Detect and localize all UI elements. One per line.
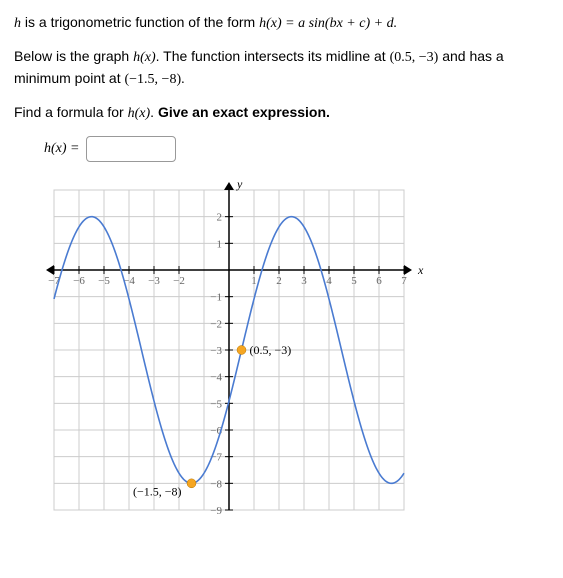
svg-text:x: x [417, 263, 424, 277]
h-var: h [14, 16, 21, 31]
svg-text:5: 5 [351, 275, 357, 287]
instruction-bold: Give an exact expression. [158, 104, 330, 120]
svg-text:(−1.5, −8): (−1.5, −8) [133, 484, 182, 498]
svg-text:−2: −2 [173, 275, 185, 287]
answer-lhs: h(x) = [44, 141, 80, 157]
form-formula: h(x) = a sin(bx + c) + d. [259, 16, 397, 31]
svg-text:2: 2 [276, 275, 282, 287]
svg-text:−9: −9 [210, 505, 222, 517]
svg-text:4: 4 [326, 275, 332, 287]
svg-text:−6: −6 [73, 275, 85, 287]
svg-text:1: 1 [251, 275, 257, 287]
svg-text:3: 3 [301, 275, 307, 287]
answer-input[interactable] [86, 136, 176, 162]
problem-line-1: h is a trigonometric function of the for… [14, 12, 549, 34]
svg-text:−5: −5 [98, 275, 110, 287]
svg-text:−5: −5 [210, 398, 222, 410]
graph-figure: −7−6−5−4−3−2123456721−1−2−3−4−5−6−7−8−9x… [34, 180, 549, 520]
svg-text:6: 6 [376, 275, 382, 287]
svg-text:−2: −2 [210, 318, 222, 330]
svg-text:1: 1 [217, 238, 223, 250]
svg-text:−1: −1 [210, 292, 222, 304]
answer-row: h(x) = [44, 136, 549, 162]
svg-text:(0.5, −3): (0.5, −3) [250, 343, 292, 357]
problem-line-3: Find a formula for h(x). Give an exact e… [14, 102, 549, 124]
svg-text:−3: −3 [210, 345, 222, 357]
svg-text:−8: −8 [210, 478, 222, 490]
svg-text:2: 2 [217, 212, 223, 224]
svg-text:7: 7 [401, 275, 407, 287]
problem-line-2: Below is the graph h(x). The function in… [14, 46, 549, 90]
svg-text:y: y [236, 180, 243, 191]
svg-text:−3: −3 [148, 275, 160, 287]
graph-svg: −7−6−5−4−3−2123456721−1−2−3−4−5−6−7−8−9x… [34, 180, 424, 520]
svg-text:−4: −4 [210, 372, 222, 384]
